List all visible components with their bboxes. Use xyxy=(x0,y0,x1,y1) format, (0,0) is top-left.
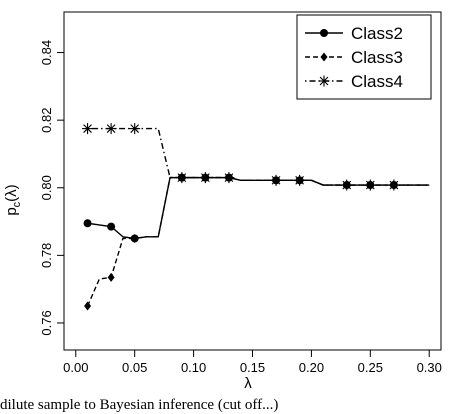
data-point-class4 xyxy=(223,172,235,184)
legend-entry-class4: Class4 xyxy=(305,72,403,91)
series-line-class3 xyxy=(86,176,430,307)
y-tick-label: 0.78 xyxy=(39,243,54,268)
data-point-class3 xyxy=(84,301,92,311)
y-tick-label: 0.76 xyxy=(39,310,54,335)
x-tick-label: 0.30 xyxy=(417,360,442,375)
y-tick-label: 0.80 xyxy=(39,175,54,200)
legend-marker xyxy=(320,52,328,62)
y-axis-label-sub: c xyxy=(11,201,23,207)
legend-entry-class3: Class3 xyxy=(305,48,403,67)
data-point-class3 xyxy=(107,272,115,282)
data-point-class2 xyxy=(83,219,92,228)
y-tick-label: 0.84 xyxy=(39,40,54,65)
x-axis-label: λ xyxy=(244,375,252,392)
y-axis-label-arg: (λ) xyxy=(3,184,20,202)
legend-label: Class2 xyxy=(351,24,403,43)
y-axis-label: pc(λ) xyxy=(3,184,23,215)
data-point-class4 xyxy=(176,172,188,184)
data-point-class3 xyxy=(131,233,139,243)
y-tick-label: 0.82 xyxy=(39,108,54,133)
data-point-class4 xyxy=(341,179,353,191)
x-tick-label: 0.20 xyxy=(299,360,324,375)
figure-caption: dilute sample to Bayesian inference (cut… xyxy=(0,397,279,413)
data-point-class4 xyxy=(364,179,376,191)
legend-marker xyxy=(318,75,330,87)
data-point-class4 xyxy=(82,123,94,135)
chart: 0.00 0.05 0.10 0.15 0.20 0.25 0.30 0.76 0.78 0.80… xyxy=(3,11,442,392)
x-tick-label: 0.25 xyxy=(358,360,383,375)
x-tick-label: 0.05 xyxy=(122,360,147,375)
legend-label: Class4 xyxy=(351,72,403,91)
x-tick-label: 0.15 xyxy=(240,360,265,375)
data-point-class4 xyxy=(270,174,282,186)
data-point-class4 xyxy=(105,123,117,135)
legend-entry-class2: Class2 xyxy=(305,24,403,43)
svg-text:pc(λ): pc(λ) xyxy=(3,184,23,215)
data-point-class2 xyxy=(107,222,116,231)
y-axis-label-main: p xyxy=(3,207,20,215)
data-point-class4 xyxy=(199,172,211,184)
legend: Class2 Class3 Class4 xyxy=(296,14,432,100)
series-line-class2 xyxy=(87,176,430,240)
data-point-class4 xyxy=(129,123,141,135)
legend-box xyxy=(296,14,432,100)
data-point-class4 xyxy=(294,174,306,186)
data-point-class4 xyxy=(388,179,400,191)
legend-marker xyxy=(320,29,328,37)
axes: 0.00 0.05 0.10 0.15 0.20 0.25 0.30 0.76 0.78 0.80… xyxy=(39,11,442,375)
series-line-class4 xyxy=(87,127,430,186)
x-tick-label: 0.10 xyxy=(181,360,206,375)
plot-area xyxy=(82,123,430,311)
x-tick-label: 0.00 xyxy=(63,360,88,375)
legend-label: Class3 xyxy=(351,48,403,67)
